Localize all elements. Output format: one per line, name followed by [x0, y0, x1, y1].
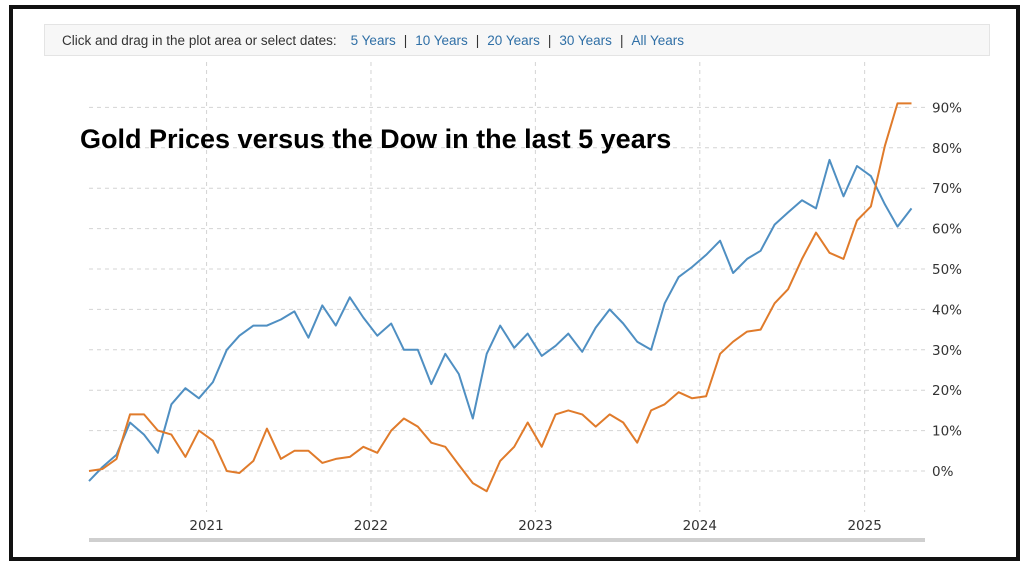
y-tick-label: 30%	[932, 343, 962, 359]
range-separator: |	[475, 32, 480, 48]
y-tick-label: 50%	[932, 262, 962, 278]
x-axis-labels: 2021 2022 2023 2024 2025	[189, 518, 881, 534]
y-tick-label: 60%	[932, 222, 962, 238]
y-tick-label: 40%	[932, 302, 962, 318]
chart-title: Gold Prices versus the Dow in the last 5…	[80, 124, 671, 154]
y-tick-label: 0%	[932, 464, 954, 480]
toolbar-prompt: Click and drag in the plot area or selec…	[62, 32, 337, 48]
x-tick-label: 2025	[847, 518, 881, 534]
range-separator: |	[547, 32, 552, 48]
x-tick-label: 2021	[189, 518, 223, 534]
y-tick-label: 10%	[932, 424, 962, 440]
range-separator: |	[403, 32, 408, 48]
y-tick-label: 20%	[932, 383, 962, 399]
date-range-toolbar: Click and drag in the plot area or selec…	[44, 24, 990, 56]
x-tick-label: 2024	[683, 518, 717, 534]
range-separator: |	[619, 32, 624, 48]
x-tick-label: 2023	[518, 518, 552, 534]
range-all-years-link[interactable]: All Years	[631, 32, 684, 48]
y-tick-label: 70%	[932, 181, 962, 197]
orange-series-line	[88, 102, 912, 493]
range-5-years-link[interactable]: 5 Years	[350, 32, 396, 48]
range-30-years-link[interactable]: 30 Years	[559, 32, 612, 48]
y-tick-label: 80%	[932, 141, 962, 157]
chart-frame	[9, 5, 1020, 561]
blue-series-line	[88, 158, 913, 482]
y-tick-label: 90%	[932, 100, 962, 116]
x-tick-label: 2022	[354, 518, 388, 534]
y-axis-labels: 0% 10% 20% 30% 40% 50% 60% 70% 80% 90%	[932, 100, 962, 480]
navigator-scrollbar[interactable]	[89, 538, 925, 542]
range-20-years-link[interactable]: 20 Years	[487, 32, 540, 48]
range-10-years-link[interactable]: 10 Years	[415, 32, 468, 48]
series-lines	[88, 102, 913, 493]
